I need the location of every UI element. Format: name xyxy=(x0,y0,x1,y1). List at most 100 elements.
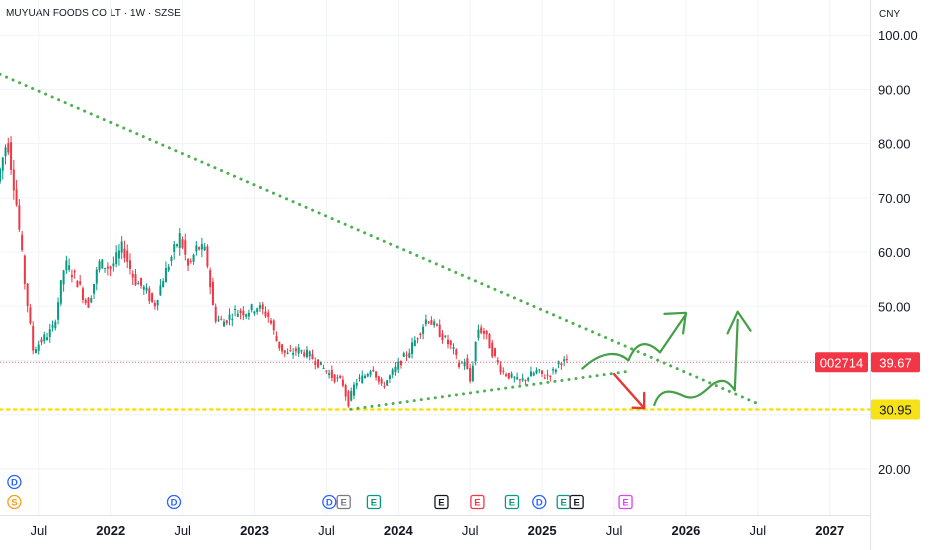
candle-body xyxy=(278,341,281,349)
event-marker-d[interactable]: D xyxy=(532,494,547,510)
candle-body xyxy=(126,250,129,262)
event-marker-circle xyxy=(7,494,22,510)
candle-body xyxy=(330,370,333,378)
candle-body xyxy=(317,359,320,368)
candle-body xyxy=(480,327,483,334)
x-tick-label: Jul xyxy=(174,523,191,538)
event-marker-letter: E xyxy=(438,498,444,509)
candle-body xyxy=(394,366,397,373)
candle-body xyxy=(516,377,519,380)
candle-body xyxy=(474,341,477,362)
candle-body xyxy=(261,304,264,310)
x-tick-label: Jul xyxy=(462,523,479,538)
event-marker-d[interactable]: D xyxy=(322,494,337,510)
event-marker-letter: D xyxy=(171,498,178,509)
candle-body xyxy=(198,247,201,250)
candle-body xyxy=(164,268,167,283)
event-marker-letter: E xyxy=(371,498,377,509)
event-marker-letter: D xyxy=(326,498,333,509)
event-marker-d[interactable]: D xyxy=(7,474,22,490)
candle-body xyxy=(355,382,358,386)
candle-body xyxy=(68,265,71,270)
candle-body xyxy=(336,377,339,379)
event-marker-e[interactable]: E xyxy=(504,494,520,510)
candle-body xyxy=(430,319,433,325)
y-tick-label: 70.00 xyxy=(878,191,911,206)
candle-body xyxy=(239,310,242,314)
event-marker-e[interactable]: E xyxy=(569,494,584,510)
y-tick-label: 80.00 xyxy=(878,137,911,152)
candle-body xyxy=(532,372,535,376)
candle-body xyxy=(413,340,416,346)
candle-body xyxy=(203,246,206,251)
candle-body xyxy=(192,254,195,262)
candle-body xyxy=(225,320,228,324)
candle-body xyxy=(93,283,96,294)
event-marker-e[interactable]: E xyxy=(556,494,571,510)
candle-body xyxy=(308,351,311,357)
event-marker-e[interactable]: E xyxy=(366,494,382,510)
event-marker-letter: E xyxy=(573,498,579,509)
candle-body xyxy=(142,286,145,290)
candle-body xyxy=(383,386,386,388)
red-arrow-head xyxy=(631,391,646,410)
price-badge xyxy=(871,352,920,373)
event-marker-letter: E xyxy=(474,498,480,509)
candle-body xyxy=(43,334,46,342)
candle-body xyxy=(311,354,314,360)
candle-body xyxy=(518,379,521,381)
candle-body xyxy=(95,269,98,284)
candle-body xyxy=(175,244,178,247)
candle-body xyxy=(200,244,203,250)
event-marker-s[interactable]: S xyxy=(7,494,22,510)
x-tick-label: 2025 xyxy=(528,523,557,538)
event-marker-letter: E xyxy=(622,498,628,509)
candle-body xyxy=(15,189,18,205)
candle-body xyxy=(471,365,474,381)
candle-body xyxy=(377,376,380,382)
candle-body xyxy=(51,325,54,328)
candle-body xyxy=(32,326,35,351)
candle-body xyxy=(438,324,441,337)
currency-label[interactable]: CNY xyxy=(879,9,901,20)
candle-body xyxy=(264,311,267,317)
event-marker-e[interactable]: E xyxy=(470,494,485,510)
support-badge xyxy=(871,399,920,420)
y-tick-label: 20.00 xyxy=(878,462,911,477)
candle-body xyxy=(560,363,563,366)
candle-body xyxy=(328,373,331,376)
candle-body xyxy=(358,377,361,379)
event-marker-e[interactable]: E xyxy=(618,494,633,510)
candle-body xyxy=(170,257,173,261)
x-tick-label: Jul xyxy=(750,523,767,538)
candle-body xyxy=(250,304,253,311)
candle-body xyxy=(524,379,527,381)
candle-body xyxy=(347,391,350,407)
event-marker-circle xyxy=(322,494,337,510)
candle-body xyxy=(29,307,32,324)
x-tick-label: Jul xyxy=(606,523,623,538)
upper-trendline xyxy=(0,72,763,407)
candle-body xyxy=(565,358,568,360)
event-marker-box xyxy=(366,494,382,510)
candle-body xyxy=(256,308,259,312)
green-arrow-head-1 xyxy=(663,311,687,335)
x-tick-label: 2023 xyxy=(240,523,269,538)
candle-body xyxy=(380,379,383,384)
candle-body xyxy=(529,371,532,377)
candle-body xyxy=(477,329,480,339)
candle-body xyxy=(270,320,273,324)
candle-body xyxy=(433,321,436,326)
event-marker-d[interactable]: D xyxy=(166,494,182,510)
candle-body xyxy=(137,283,140,285)
event-marker-box xyxy=(336,494,351,510)
event-marker-e[interactable]: E xyxy=(434,494,449,510)
event-marker-e[interactable]: E xyxy=(336,494,351,510)
candle-body xyxy=(214,306,217,322)
candle-body xyxy=(286,352,289,354)
candle-body xyxy=(1,157,4,171)
candle-body xyxy=(181,239,184,248)
candle-body xyxy=(128,260,131,269)
candle-body xyxy=(247,312,250,317)
